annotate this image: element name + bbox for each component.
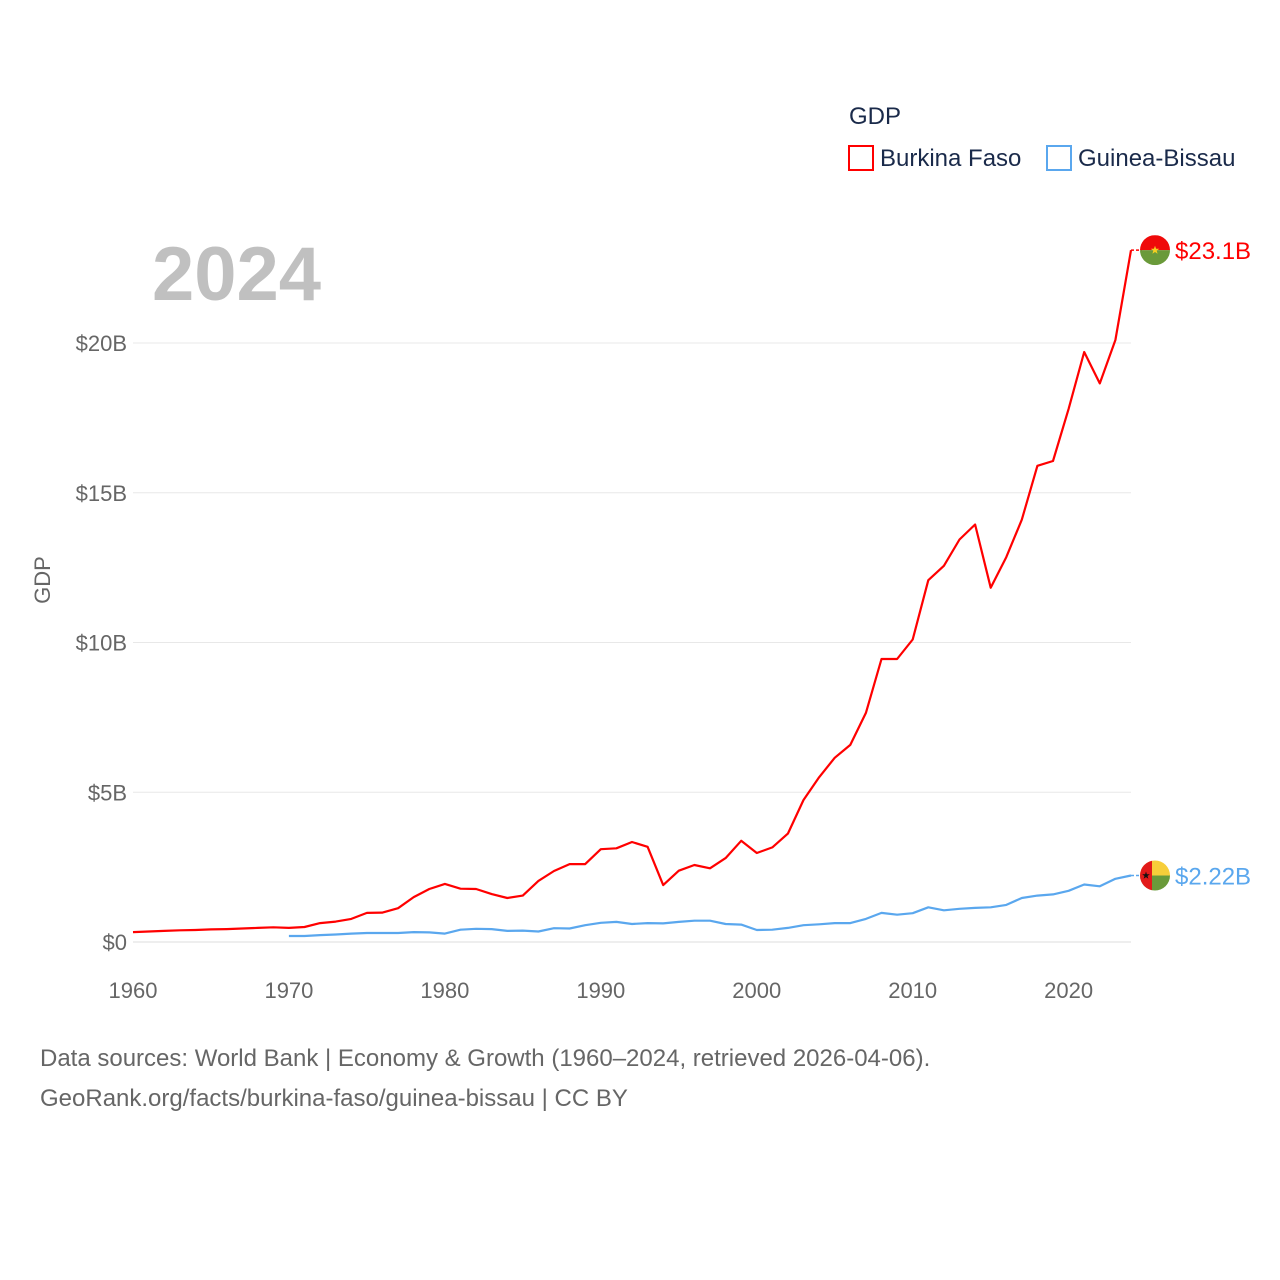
x-tick-label: 2020	[1044, 978, 1093, 1003]
star-icon	[1150, 245, 1160, 254]
x-tick-label: 2000	[732, 978, 781, 1003]
flag-red-band	[1140, 235, 1170, 251]
star-icon	[1142, 871, 1150, 879]
series-line-burkina-faso	[132, 250, 1133, 934]
legend-swatch	[848, 145, 874, 171]
x-tick-label: 1980	[420, 978, 469, 1003]
year-watermark: 2024	[152, 232, 321, 317]
y-tick-label: $5B	[88, 780, 127, 805]
y-axis-title: GDP	[30, 556, 55, 604]
flag-green-band	[1140, 250, 1170, 266]
y-tick-label: $10B	[76, 631, 127, 656]
guinea-bissau-flag-icon	[1140, 860, 1170, 891]
series-line-guinea-bissau	[288, 874, 1132, 938]
y-tick-label: $0	[103, 930, 127, 955]
x-tick-label: 2010	[888, 978, 937, 1003]
x-tick-label: 1960	[109, 978, 158, 1003]
x-tick-label: 1990	[576, 978, 625, 1003]
legend-title: GDP	[849, 103, 901, 130]
legend-label: Burkina Faso	[880, 145, 1021, 172]
legend-swatch	[1046, 145, 1072, 171]
x-tick-label: 1970	[264, 978, 313, 1003]
y-tick-label: $20B	[76, 331, 127, 356]
end-value-label: $23.1B	[1175, 238, 1251, 265]
footer-link[interactable]: GeoRank.org/facts/burkina-faso/guinea-bi…	[40, 1085, 628, 1112]
y-tick-label: $15B	[76, 481, 127, 506]
legend-label: Guinea-Bissau	[1078, 145, 1235, 172]
end-value-label: $2.22B	[1175, 864, 1251, 891]
legend-item[interactable]: Guinea-Bissau	[1046, 145, 1235, 172]
legend-item[interactable]: Burkina Faso	[848, 145, 1021, 172]
burkina-faso-flag-icon	[1140, 235, 1170, 266]
footer-sources: Data sources: World Bank | Economy & Gro…	[40, 1045, 931, 1072]
